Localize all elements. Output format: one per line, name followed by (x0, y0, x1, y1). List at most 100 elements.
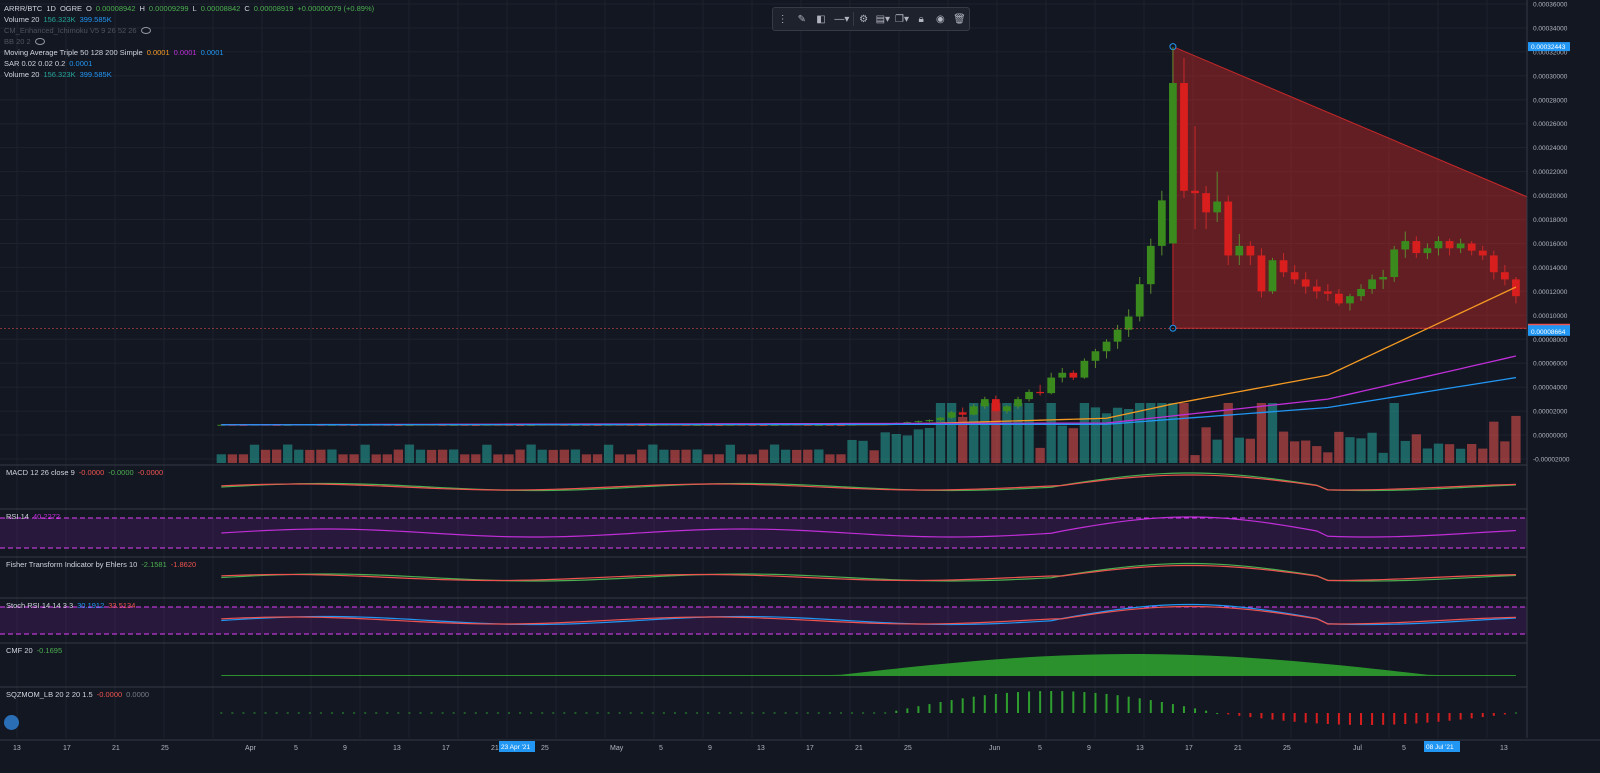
interval-label[interactable]: 1D (46, 3, 56, 13)
volume-bar (958, 416, 968, 463)
eye-icon[interactable]: ◉ (935, 13, 945, 25)
volume-bar (1334, 431, 1344, 463)
sqz-bar (972, 696, 975, 713)
volume-bar (969, 403, 979, 463)
indicator-legend-row[interactable]: BB 20 2 (4, 36, 374, 47)
price-tick-label: 0.00002000 (1533, 409, 1568, 416)
volume-bar (1356, 438, 1366, 463)
candle-body (914, 421, 923, 423)
indicator-name: BB 20 2 (4, 36, 31, 46)
sqz-bar (784, 712, 787, 714)
sqz-bar (530, 712, 533, 714)
sqz-bar (828, 712, 831, 714)
sqz-bar (751, 712, 754, 714)
sqz-bar (983, 695, 986, 713)
template-icon[interactable]: ▤▾ (875, 13, 891, 25)
fisher-line (221, 562, 1516, 582)
indicator-legend-row[interactable]: Volume 20 156.323K 399.585K (4, 69, 374, 80)
volume-bar (913, 429, 924, 463)
eye-icon[interactable] (140, 27, 151, 34)
symbol-label[interactable]: ARRR/BTC (4, 3, 43, 13)
sqz-bar (640, 712, 643, 714)
tradingview-logo-icon[interactable] (4, 715, 19, 730)
price-axis[interactable]: 0.00036000 0.00034000 0.00032000 0.00030000… (0, 0, 1600, 738)
panel-label-sqz[interactable]: SQZMOM_LB 20 2 20 1.5 -0.0000 0.0000 (6, 690, 149, 699)
eye-icon[interactable] (34, 38, 45, 45)
ohlc-c-label: C (244, 3, 250, 13)
time-tick-label: 9 (1087, 745, 1091, 752)
sqz-bar (1293, 713, 1296, 722)
sqz-bar (795, 712, 798, 714)
volume-bar (449, 449, 459, 463)
candle-body (1036, 391, 1045, 394)
drag-handle-icon[interactable]: ⋮ (777, 13, 788, 25)
clone-icon[interactable]: ❐▾ (894, 13, 909, 25)
volume-bar (980, 403, 990, 463)
sqz-bar (596, 712, 599, 714)
volume-bar (360, 444, 370, 463)
candle-body (759, 424, 768, 426)
time-tick-label: 21 (491, 745, 499, 752)
price-tick-label: 0.00028000 (1533, 97, 1568, 104)
volume-bar (648, 444, 658, 463)
sqz-bar (1315, 713, 1318, 724)
panel-label-fisher[interactable]: Fisher Transform Indicator by Ehlers 10-… (6, 560, 196, 569)
time-axis[interactable]: 13 17 21 25 Apr 5 9 13 17 21 25 May 5 9 13 17 21 25 Jun 5 9 1… (0, 739, 1600, 773)
sqz-bar (1459, 713, 1462, 720)
volume-bar (526, 444, 536, 463)
indicator-legend-row[interactable]: SAR 0.02 0.02 0.2 0.0001 (4, 58, 374, 69)
volume-bar (1301, 440, 1311, 463)
sqz-bar (740, 712, 743, 714)
panel-name: MACD 12 26 close 9 (6, 468, 75, 477)
panel-name: Fisher Transform Indicator by Ehlers 10 (6, 560, 138, 569)
pencil-icon[interactable]: ✎ (797, 13, 806, 25)
candle-body (1135, 284, 1144, 317)
sqz-bar (950, 700, 953, 713)
volume-bar (869, 450, 879, 463)
volume-bar (1068, 428, 1078, 463)
time-tick-label: 25 (1283, 745, 1291, 752)
panel-label-macd[interactable]: MACD 12 26 close 9 -0.0000 -0.0000 -0.0000 (6, 468, 163, 477)
sqz-bar (884, 712, 887, 714)
indicator-value: 0.0001 (146, 47, 170, 57)
sqz-bar (1005, 692, 1008, 713)
lock-icon[interactable]: 🔒︎ (918, 13, 924, 25)
drawing-toolbar: ⋮ ✎ ◧ —▾ ⚙ ▤▾ ❐▾ 🔒︎ ◉ 🗑︎ (772, 7, 970, 31)
sqz-bar (851, 712, 854, 714)
panel-label-stoch[interactable]: Stoch RSI 14 14 3 3 30.1912 33.5134 (6, 601, 135, 610)
volume-bar (1367, 432, 1377, 463)
panel-value: -0.0000 (108, 468, 134, 477)
price-tick-label: 0.00006000 (1533, 361, 1568, 368)
sqz-bar (1028, 691, 1031, 713)
price-tick-label: 0.00018000 (1533, 217, 1568, 224)
candle-body (1335, 293, 1343, 304)
panel-label-rsi[interactable]: RSI 14 40.2272 (6, 512, 60, 521)
indicator-legend-row[interactable]: Volume 20 156.323K 399.585K (4, 14, 374, 25)
sqz-bar (1371, 713, 1374, 725)
sqz-bar (1426, 713, 1429, 723)
sqz-bar (762, 712, 765, 714)
volume-bar (736, 454, 747, 463)
fill-bucket-icon[interactable]: ◧ (816, 13, 826, 25)
indicator-legend-row[interactable]: Moving Average Triple 50 128 200 Simple 0… (4, 47, 374, 58)
candles (217, 47, 1520, 426)
volume-bar (1124, 409, 1134, 463)
price-badge-label: 0.00008664 (1531, 329, 1566, 336)
volume-bar (1146, 403, 1156, 463)
sqz-bar (1083, 692, 1086, 713)
sqz-bar (552, 712, 555, 714)
ohlc-change: +0.00000079 (+0.89%) (297, 3, 375, 13)
panel-value: 40.2272 (32, 512, 61, 521)
candle-body (1102, 341, 1111, 352)
time-tick-label: 13 (757, 745, 765, 752)
indicator-legend-row[interactable]: CM_Enhanced_Ichimoku V5 9 26 52 26 (4, 25, 374, 36)
sqz-bar (375, 712, 378, 714)
volume-bar (847, 439, 857, 463)
trash-icon[interactable]: 🗑︎ (953, 13, 966, 25)
line-style-icon[interactable]: —▾ (834, 13, 850, 25)
candle-body (715, 424, 724, 426)
gear-icon[interactable]: ⚙ (859, 13, 869, 25)
panel-label-cmf[interactable]: CMF 20 -0.1695 (6, 646, 62, 655)
time-tick-label: Apr (245, 745, 257, 752)
